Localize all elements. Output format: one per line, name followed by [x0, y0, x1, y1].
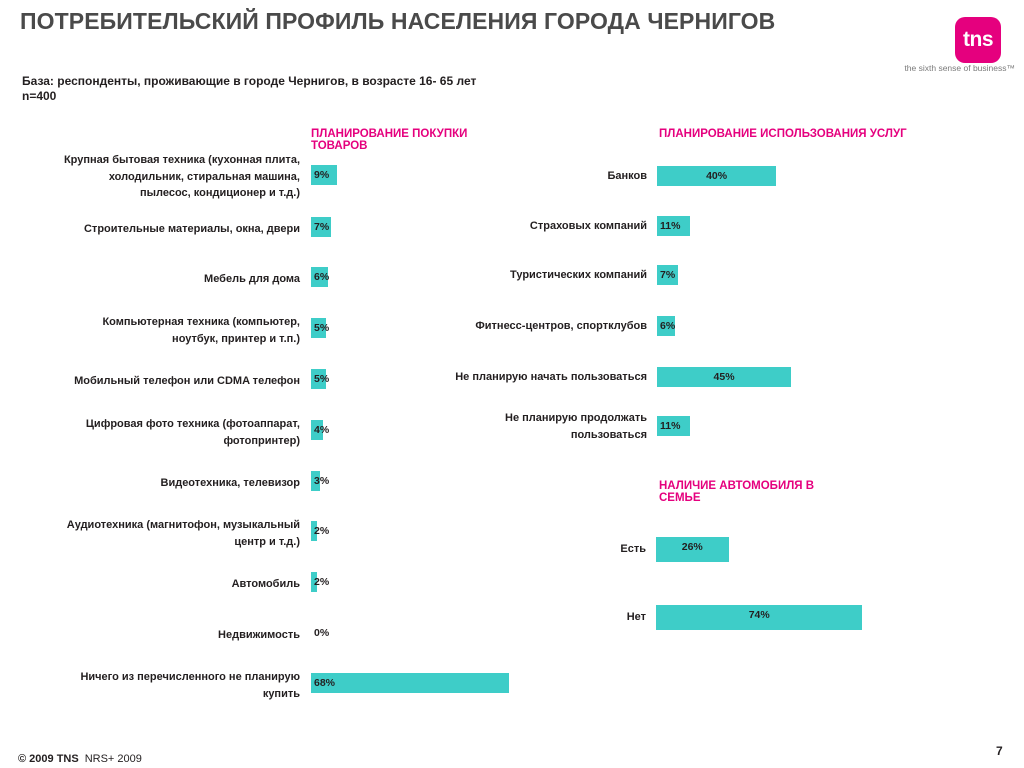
- sample-size: n=400: [22, 89, 57, 103]
- chart-title-goods: ПЛАНИРОВАНИЕ ПОКУПКИ ТОВАРОВ: [311, 128, 468, 152]
- bar-goods: [311, 420, 323, 440]
- category-label-services: Фитнесс-центров, спортклубов: [475, 320, 647, 332]
- logo-tagline: the sixth sense of business™: [904, 63, 1015, 73]
- bar-goods: [311, 572, 317, 592]
- data-label-services: 11%: [660, 220, 681, 232]
- category-label-goods: Автомобиль: [231, 578, 300, 590]
- category-label-car: Есть: [620, 543, 646, 555]
- data-label-services: 7%: [660, 269, 676, 281]
- category-label-services: Туристических компаний: [510, 269, 647, 281]
- data-label-goods: 2%: [314, 576, 330, 588]
- data-label-goods: 68%: [314, 677, 336, 689]
- bar-services: [657, 416, 690, 436]
- category-label-services: Не планирую продолжать пользоваться: [505, 412, 647, 441]
- sample-base-note: База: респонденты, проживающие в городе …: [22, 74, 476, 104]
- footer: © 2009 TNS NRS+ 2009: [18, 753, 142, 765]
- category-label-goods: Цифровая фото техника (фотоаппарат, фото…: [85, 418, 300, 447]
- data-label-goods: 2%: [314, 525, 330, 537]
- data-label-goods: 3%: [314, 475, 330, 487]
- category-label-goods: Мебель для дома: [204, 273, 300, 285]
- category-label-goods: Компьютерная техника (компьютер, ноутбук…: [102, 316, 300, 345]
- category-label-goods: Недвижимость: [218, 629, 300, 641]
- bar-goods: [311, 165, 338, 185]
- data-label-services: 6%: [660, 320, 676, 332]
- bar-car: [656, 605, 863, 630]
- page-title: ПОТРЕБИТЕЛЬСКИЙ ПРОФИЛЬ НАСЕЛЕНИЯ ГОРОДА…: [20, 8, 776, 34]
- bar-goods: [311, 521, 317, 541]
- bar-goods: [311, 471, 320, 491]
- data-label-services: 45%: [713, 371, 735, 383]
- data-label-goods: 9%: [314, 169, 330, 181]
- sample-description: База: респонденты, проживающие в городе …: [22, 74, 477, 88]
- bar-services: [657, 316, 675, 336]
- bar-car: [656, 537, 729, 562]
- page-number: 7: [996, 744, 1003, 758]
- category-label-goods: Аудиотехника (магнитофон, музыкальный це…: [66, 519, 300, 548]
- category-label-goods: Строительные материалы, окна, двери: [83, 223, 300, 235]
- bar-goods: [311, 267, 329, 287]
- bar-goods: [311, 217, 332, 237]
- data-label-services: 40%: [706, 170, 728, 182]
- footer-copyright: © 2009 TNS: [18, 753, 79, 765]
- category-label-services: Не планирую начать пользоваться: [455, 371, 647, 383]
- category-label-goods: Ничего из перечисленного не планирую куп…: [80, 671, 300, 700]
- chart-title-car: НАЛИЧИЕ АВТОМОБИЛЯ В СЕМЬЕ: [659, 480, 815, 504]
- data-label-goods: 6%: [314, 271, 330, 283]
- data-label-goods: 5%: [314, 373, 330, 385]
- data-label-goods: 5%: [314, 322, 330, 334]
- bar-services: [657, 367, 792, 387]
- bar-services: [657, 166, 777, 186]
- data-label-goods: 7%: [314, 221, 330, 233]
- data-label-goods: 4%: [314, 424, 330, 436]
- chart-title-services: ПЛАНИРОВАНИЕ ИСПОЛЬЗОВАНИЯ УСЛУГ: [659, 128, 907, 140]
- category-label-goods: Мобильный телефон или CDMA телефон: [74, 375, 300, 387]
- bar-services: [657, 216, 690, 236]
- data-label-car: 74%: [748, 609, 770, 621]
- data-label-car: 26%: [681, 541, 703, 553]
- data-label-services: 11%: [660, 420, 681, 432]
- bar-goods: [311, 318, 326, 338]
- category-label-car: Нет: [626, 611, 646, 623]
- bar-services: [657, 265, 678, 285]
- category-label-services: Страховых компаний: [529, 220, 647, 232]
- tns-logo: tns: [955, 17, 1001, 63]
- category-label-services: Банков: [607, 170, 647, 182]
- bar-goods: [311, 369, 326, 389]
- footer-source: NRS+ 2009: [84, 753, 142, 765]
- category-label-goods: Видеотехника, телевизор: [160, 477, 301, 489]
- data-label-goods: 0%: [314, 627, 330, 639]
- category-label-goods: Крупная бытовая техника (кухонная плита,…: [63, 154, 300, 199]
- bar-goods: [311, 673, 509, 693]
